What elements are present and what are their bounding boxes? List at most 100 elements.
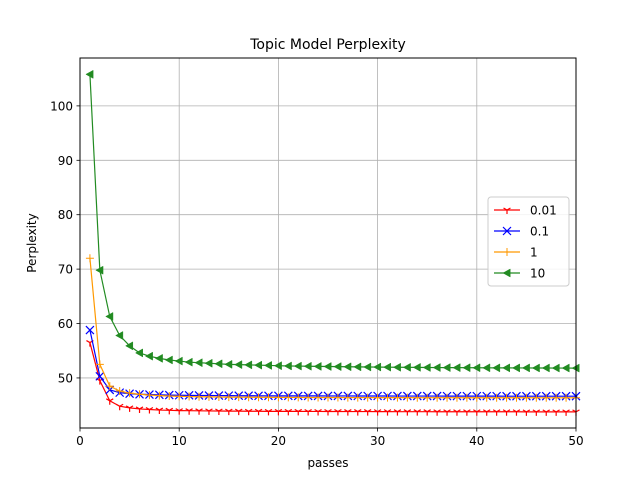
legend-entry: 10: [494, 267, 545, 281]
data-point: [433, 393, 442, 402]
data-point: [492, 409, 501, 416]
data-point: [273, 361, 282, 371]
data-point: [195, 408, 203, 415]
data-point: [254, 360, 263, 370]
data-point: [344, 409, 352, 416]
legend-label: 0.01: [530, 204, 557, 218]
data-point: [433, 409, 441, 416]
data-point: [125, 405, 134, 412]
data-point: [185, 408, 193, 415]
data-point: [363, 362, 372, 372]
data-point: [214, 392, 223, 401]
data-point: [552, 409, 560, 416]
x-axis-label: passes: [307, 456, 348, 470]
data-point: [85, 325, 95, 335]
data-point: [353, 409, 362, 416]
axis-ticks: 0 10 20 30 40 50 50 60 70 80 90 100: [50, 99, 584, 448]
data-point: [204, 358, 213, 368]
chart-title: Topic Model Perplexity: [249, 37, 406, 53]
series-10: [85, 69, 580, 373]
data-point: [135, 406, 144, 413]
data-point: [224, 393, 233, 402]
legend-entry: 0.01: [494, 204, 557, 218]
data-point: [314, 393, 323, 402]
data-point: [492, 393, 501, 402]
x-tick-label: 40: [469, 434, 484, 448]
data-point: [95, 265, 104, 275]
data-point: [552, 393, 561, 402]
data-point: [274, 393, 283, 402]
data-point: [214, 359, 223, 369]
data-point: [561, 363, 570, 373]
data-point: [234, 360, 243, 370]
data-point: [205, 408, 213, 415]
data-point: [373, 393, 382, 402]
data-point: [125, 389, 134, 398]
data-point: [373, 409, 382, 416]
data-point: [442, 363, 451, 373]
data-point: [323, 362, 332, 371]
data-point: [343, 393, 352, 402]
data-point: [135, 348, 143, 358]
data-point: [95, 360, 104, 369]
data-point: [324, 408, 332, 416]
data-point: [293, 361, 302, 371]
legend-label: 0.1: [530, 225, 549, 239]
data-point: [562, 409, 570, 416]
x-tick-label: 10: [172, 434, 187, 448]
data-point: [195, 392, 204, 401]
data-point: [512, 393, 521, 402]
series-line: [89, 329, 576, 397]
data-point: [522, 393, 531, 402]
data-point: [462, 363, 471, 373]
data-point: [472, 363, 481, 373]
data-point: [521, 363, 530, 373]
legend-entry: 1: [494, 246, 538, 260]
data-point: [492, 363, 501, 373]
data-point: [254, 408, 263, 416]
data-point: [383, 393, 392, 402]
data-point: [502, 393, 511, 402]
data-point: [422, 363, 431, 372]
data-point: [453, 409, 461, 416]
data-point: [155, 391, 164, 400]
data-point: [115, 331, 124, 340]
legend-marker: [503, 248, 511, 256]
y-tick-label: 90: [58, 154, 73, 168]
plot-frame: [79, 57, 577, 429]
data-point: [522, 409, 531, 416]
legend: 0.01 0.1 1 10: [487, 196, 570, 287]
data-point: [511, 363, 520, 373]
data-point: [234, 408, 243, 416]
data-point: [304, 393, 313, 402]
data-point: [412, 362, 421, 372]
data-point: [264, 408, 273, 416]
data-point: [353, 362, 362, 372]
data-point: [383, 362, 391, 372]
data-point: [373, 362, 382, 372]
data-point: [443, 393, 452, 402]
data-point: [145, 391, 154, 400]
data-point: [423, 393, 432, 402]
legend-box: [487, 196, 570, 287]
data-point: [482, 393, 491, 402]
data-point: [144, 351, 153, 361]
data-point: [502, 363, 511, 373]
legend-marker: [502, 226, 512, 236]
data-point: [452, 393, 461, 402]
data-point: [393, 393, 402, 402]
data-point: [225, 408, 233, 416]
data-point: [294, 393, 303, 402]
data-point: [165, 407, 174, 415]
data-point: [165, 392, 174, 401]
data-point: [254, 393, 263, 402]
x-tick-label: 20: [271, 434, 286, 448]
data-point: [294, 408, 303, 416]
data-point: [413, 393, 422, 402]
data-point: [542, 393, 551, 402]
data-point: [383, 409, 392, 416]
data-point: [473, 409, 481, 416]
data-point: [532, 409, 541, 416]
y-tick-label: 70: [58, 263, 73, 277]
